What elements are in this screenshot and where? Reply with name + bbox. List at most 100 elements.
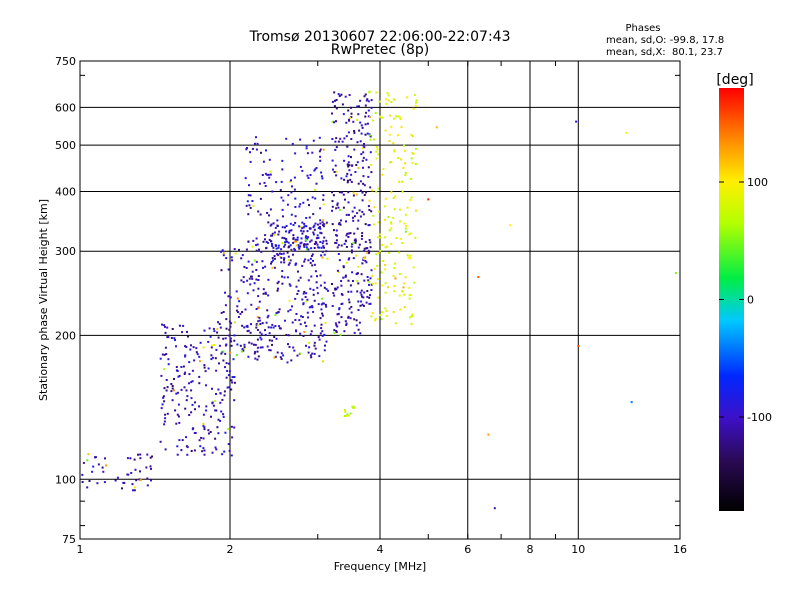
data-point — [271, 323, 274, 326]
data-point — [335, 288, 338, 291]
data-point — [131, 483, 134, 486]
data-point — [332, 168, 334, 171]
data-point — [409, 232, 412, 235]
data-point — [347, 315, 350, 318]
data-point — [261, 260, 264, 263]
data-point — [319, 222, 322, 225]
data-point — [91, 470, 94, 473]
data-point — [302, 244, 305, 247]
data-point — [271, 232, 274, 235]
data-point — [130, 472, 133, 474]
data-point — [240, 350, 243, 353]
data-point — [435, 126, 438, 129]
data-point — [312, 213, 315, 216]
data-point — [278, 325, 281, 328]
data-point — [266, 212, 269, 214]
data-point — [321, 297, 323, 300]
data-point — [256, 350, 259, 353]
data-point — [404, 276, 407, 279]
data-point — [223, 390, 226, 393]
data-point — [350, 245, 353, 248]
data-point — [309, 240, 312, 243]
data-point — [226, 369, 229, 372]
data-point — [222, 350, 225, 353]
data-point — [218, 344, 221, 347]
data-point — [293, 249, 296, 251]
data-point — [272, 222, 275, 225]
data-point — [398, 273, 401, 276]
data-point — [279, 356, 282, 359]
data-point — [164, 346, 167, 349]
data-point — [211, 344, 214, 347]
data-point — [255, 148, 258, 151]
data-point — [413, 281, 416, 284]
data-point — [171, 385, 174, 387]
data-point — [228, 334, 231, 337]
data-point — [363, 184, 366, 187]
data-point — [309, 287, 312, 290]
data-point — [340, 93, 343, 96]
data-point — [283, 257, 286, 260]
data-point — [171, 328, 174, 330]
data-point — [340, 280, 343, 282]
data-point — [310, 255, 313, 257]
data-point — [281, 242, 284, 244]
data-point — [190, 389, 193, 392]
data-point — [393, 208, 396, 211]
data-point — [202, 425, 205, 428]
data-point — [220, 311, 223, 314]
data-point — [187, 335, 189, 338]
data-point — [251, 147, 254, 150]
data-point — [220, 269, 223, 272]
data-point — [257, 287, 260, 290]
y-tick-label: 100 — [55, 473, 76, 486]
data-point — [344, 409, 346, 411]
data-point — [308, 204, 310, 207]
data-point — [382, 260, 385, 263]
data-point — [302, 292, 305, 295]
data-point — [306, 311, 309, 314]
data-point — [335, 174, 338, 177]
data-point — [334, 140, 337, 143]
data-point — [376, 148, 379, 151]
data-point — [160, 407, 163, 410]
data-point — [238, 300, 241, 303]
data-point — [205, 384, 207, 387]
data-point — [269, 349, 272, 352]
data-point — [323, 286, 326, 289]
data-point — [272, 250, 275, 253]
data-point — [342, 113, 345, 116]
data-point — [331, 209, 333, 212]
data-point — [378, 210, 380, 213]
data-point — [171, 399, 174, 402]
data-point — [359, 180, 362, 183]
data-point — [335, 331, 338, 333]
data-point — [366, 276, 369, 278]
data-point — [86, 486, 89, 489]
data-point — [212, 404, 215, 407]
data-point — [387, 286, 389, 289]
data-point — [348, 164, 351, 167]
colorbar-tick-label: -100 — [747, 411, 772, 424]
data-point — [384, 282, 387, 285]
data-point — [388, 229, 391, 232]
data-point — [362, 258, 365, 261]
data-point — [305, 243, 307, 246]
y-tick-label: 600 — [55, 101, 76, 114]
data-point — [359, 291, 362, 294]
data-point — [415, 209, 417, 212]
data-point — [397, 134, 400, 137]
data-point — [190, 344, 192, 347]
data-point — [275, 312, 278, 315]
data-point — [400, 237, 403, 240]
data-point — [399, 116, 402, 119]
data-point — [368, 283, 370, 286]
data-point — [405, 225, 408, 227]
data-point — [230, 322, 233, 325]
data-point — [175, 345, 177, 348]
data-point — [319, 274, 322, 277]
data-point — [319, 317, 322, 320]
data-point — [407, 256, 410, 259]
data-point — [241, 254, 244, 257]
data-point — [284, 319, 286, 322]
